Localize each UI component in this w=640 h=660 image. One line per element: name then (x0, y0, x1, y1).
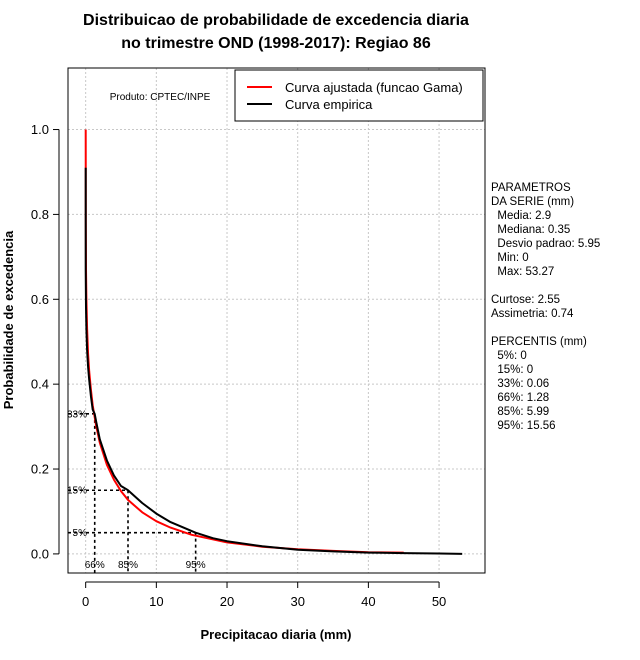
stats-line: Desvio padrao: 5.95 (491, 238, 601, 250)
percentile-y-label: 15% (67, 486, 87, 497)
y-axis-label: Probabilidade de excedencia (1, 230, 16, 409)
stats-line: Mediana: 0.35 (491, 224, 571, 236)
product-label: Produto: CPTEC/INPE (110, 92, 211, 103)
stats-line: 5%: 0 (491, 350, 527, 362)
y-tick-label: 0.4 (31, 377, 49, 392)
percentile-x-label: 95% (186, 560, 206, 571)
x-tick-label: 50 (432, 594, 446, 609)
stats-line: 33%: 0.06 (491, 378, 550, 390)
x-tick-label: 40 (361, 594, 375, 609)
grid (68, 68, 485, 573)
x-tick-label: 0 (82, 594, 89, 609)
stats-line: PERCENTIS (mm) (491, 336, 587, 348)
series-lines (84, 129, 463, 555)
stats-line: Assimetria: 0.74 (491, 308, 574, 320)
legend: Curva ajustada (funcao Gama) Curva empiri… (234, 69, 484, 122)
chart-title-line-1: Distribuicao de probabilidade de exceden… (83, 12, 469, 29)
stats-line: Curtose: 2.55 (491, 294, 561, 306)
legend-label: Curva ajustada (funcao Gama) (285, 80, 463, 95)
stats-line (491, 321, 600, 335)
stats-line: Min: 0 (491, 252, 529, 264)
y-tick-label: 0.2 (31, 462, 49, 477)
x-tick-label: 10 (149, 594, 163, 609)
legend-label: Curva empirica (285, 97, 373, 112)
percentile-x-label: 66% (85, 560, 105, 571)
plot-frame (67, 67, 486, 574)
x-axis-label: Precipitacao diaria (mm) (201, 627, 352, 642)
stats-line: Max: 53.27 (491, 266, 555, 278)
stats-panel: PARAMETROS DA SERIE (mm) Media: 2.9 Media… (491, 181, 600, 433)
legend-box (234, 69, 484, 122)
chart-title-line-2: no trimestre OND (1998-2017): Regiao 86 (121, 35, 431, 52)
stats-line: PARAMETROS (491, 182, 571, 194)
stats-line: Media: 2.9 (491, 210, 552, 222)
percentile-y-label: 33% (67, 409, 87, 420)
percentile-x-label: 85% (118, 560, 138, 571)
series-line (84, 167, 463, 555)
stats-line: 95%: 15.56 (491, 420, 556, 432)
percentile-y-label: 5% (73, 528, 88, 539)
y-tick-label: 1.0 (31, 122, 49, 137)
stats-line: DA SERIE (mm) (491, 196, 575, 208)
series-line (84, 129, 404, 554)
stats-line (491, 279, 600, 293)
stats-line: 85%: 5.99 (491, 406, 550, 418)
y-tick-label: 0.8 (31, 207, 49, 222)
stats-line: 66%: 1.28 (491, 392, 550, 404)
stats-line: 15%: 0 (491, 364, 534, 376)
x-tick-label: 20 (220, 594, 234, 609)
y-tick-label: 0.0 (31, 546, 49, 561)
axes: 0 10 20 30 40 50 0.0 0.2 0.4 0.6 0.8 1.0 (31, 122, 446, 609)
y-tick-label: 0.6 (31, 292, 49, 307)
percentile-guides: 33% 66% 15% 85% 5% 95% (67, 409, 206, 573)
x-tick-label: 30 (290, 594, 304, 609)
